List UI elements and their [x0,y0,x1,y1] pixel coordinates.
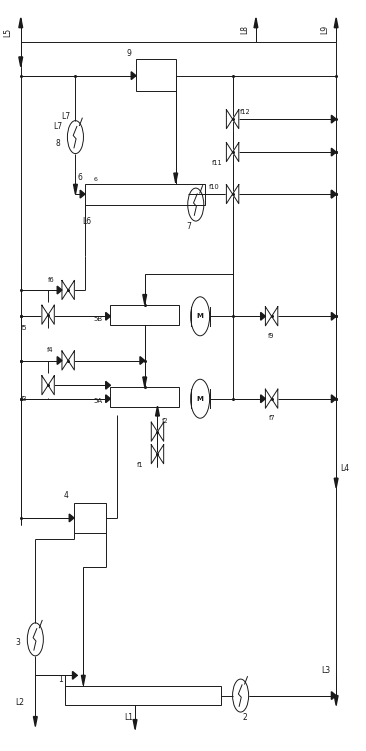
Text: 2: 2 [242,713,247,722]
Text: f10: f10 [209,184,220,190]
Polygon shape [232,110,239,128]
Polygon shape [68,351,74,370]
Text: 6: 6 [78,173,83,182]
Bar [74,503,107,533]
Text: L4: L4 [340,464,349,473]
Text: f5: f5 [21,325,27,331]
Text: 5A: 5A [94,398,103,404]
Text: f9: f9 [268,333,274,339]
Polygon shape [331,190,336,198]
Polygon shape [48,305,54,324]
Polygon shape [227,143,232,161]
Polygon shape [72,671,77,679]
Text: M: M [197,313,203,319]
Polygon shape [106,395,111,403]
Polygon shape [156,406,159,416]
Polygon shape [140,357,145,364]
Text: f2: f2 [162,418,168,424]
Polygon shape [81,675,85,685]
Text: 5B: 5B [94,315,103,321]
Polygon shape [254,18,258,28]
Text: L7: L7 [61,112,70,121]
Polygon shape [19,18,23,28]
Polygon shape [57,357,62,364]
Text: f6: f6 [48,276,55,282]
Polygon shape [227,185,232,204]
Polygon shape [19,57,23,67]
Polygon shape [69,514,74,522]
Text: 6: 6 [94,177,98,182]
Polygon shape [80,190,85,198]
Polygon shape [151,445,157,464]
Polygon shape [42,376,48,395]
Text: L1: L1 [124,713,133,722]
Polygon shape [57,286,62,294]
Text: L9: L9 [321,26,330,35]
Polygon shape [232,185,239,204]
Polygon shape [334,18,338,28]
Text: 7: 7 [187,222,191,231]
Polygon shape [143,294,147,304]
Text: L8: L8 [240,26,250,35]
Bar [110,305,179,324]
Polygon shape [331,395,336,403]
Polygon shape [261,312,265,320]
Text: f12: f12 [240,109,251,115]
Text: M: M [197,396,203,402]
Bar [110,388,179,407]
Polygon shape [331,692,336,699]
Polygon shape [265,389,272,409]
Polygon shape [62,280,68,300]
Polygon shape [62,351,68,370]
Polygon shape [157,445,164,464]
Text: f7: f7 [269,415,275,421]
Text: f4: f4 [47,347,54,353]
Polygon shape [74,184,77,194]
Polygon shape [33,716,37,726]
Text: 9: 9 [127,49,131,58]
Polygon shape [334,695,338,705]
Polygon shape [151,422,157,442]
Polygon shape [272,389,278,409]
Polygon shape [232,143,239,161]
Polygon shape [48,376,54,395]
Polygon shape [331,148,336,156]
Text: 3: 3 [15,638,20,647]
Polygon shape [68,280,74,300]
Polygon shape [143,377,147,387]
Text: 1: 1 [58,674,63,683]
Polygon shape [106,312,111,320]
Text: L5: L5 [4,28,12,37]
Text: 4: 4 [63,491,68,500]
Text: L7: L7 [53,122,63,131]
Polygon shape [227,110,232,128]
Polygon shape [157,422,164,442]
Polygon shape [334,478,338,488]
Polygon shape [331,190,336,198]
Text: L6: L6 [83,216,92,225]
Polygon shape [131,72,136,80]
Text: f11: f11 [212,160,222,166]
Polygon shape [331,312,336,320]
Polygon shape [272,306,278,326]
Polygon shape [265,306,272,326]
Bar [64,686,221,705]
Polygon shape [261,395,265,403]
Polygon shape [42,305,48,324]
Polygon shape [174,173,178,182]
Text: L2: L2 [15,698,24,707]
Polygon shape [133,719,137,729]
Bar [85,183,205,204]
Polygon shape [106,382,111,389]
Text: f3: f3 [21,396,27,402]
Text: L3: L3 [322,666,330,675]
Polygon shape [331,115,336,123]
Text: 8: 8 [55,140,60,149]
Text: f1: f1 [136,462,143,468]
Bar [135,59,176,91]
